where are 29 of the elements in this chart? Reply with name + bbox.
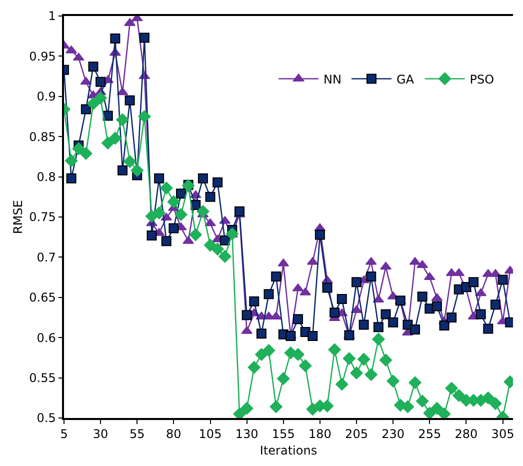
y-tick-label: 0.7 (36, 250, 56, 264)
x-tick-label: 5 (60, 427, 68, 442)
y-tick-label: 0.8 (36, 170, 56, 184)
x-tick-label: 130 (235, 427, 258, 442)
y-axis-title: RMSE (10, 200, 25, 234)
y-tick-label: 0.9 (36, 90, 56, 104)
x-tick-label: 205 (345, 427, 368, 442)
x-tick-label: 280 (454, 427, 478, 442)
x-tick-label: 180 (308, 427, 332, 442)
x-tick-label: 30 (92, 427, 108, 442)
y-tick-label: 0.65 (29, 290, 56, 305)
y-tick-label: 0.55 (29, 371, 56, 385)
y-tick-label: 0.5 (36, 411, 56, 426)
x-tick-label: 55 (129, 427, 145, 442)
legend-label: PSO (470, 72, 494, 86)
x-axis-title: Iterations (260, 444, 318, 458)
legend-label: NN (324, 72, 342, 86)
x-tick-label: 305 (491, 427, 514, 442)
y-tick-label: 0.6 (36, 330, 56, 345)
x-tick-label: 80 (166, 427, 182, 442)
x-tick-label: 230 (382, 427, 405, 442)
x-tick-label: 155 (272, 427, 295, 442)
y-tick-label: 0.75 (29, 210, 56, 224)
x-tick-label: 105 (198, 427, 222, 442)
y-tick-label: 1 (48, 9, 56, 24)
legend-label: GA (396, 72, 415, 86)
y-tick-label: 0.95 (29, 49, 56, 64)
y-tick-label: 0.85 (29, 130, 56, 144)
x-tick-label: 255 (418, 427, 442, 442)
